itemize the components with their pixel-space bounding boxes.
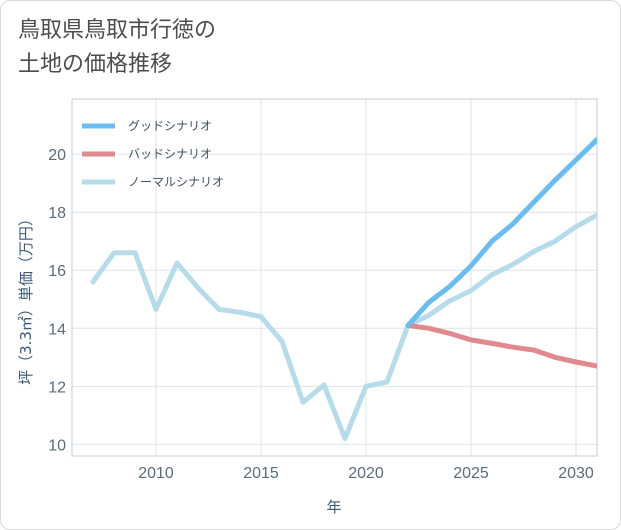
y-tick-label: 10 [48,437,66,454]
plot-frame [71,98,598,457]
series-line-1 [405,137,597,328]
x-tick-label: 2025 [453,465,489,482]
chart-title: 鳥取県鳥取市行徳の 土地の価格推移 [18,18,217,77]
y-tick-label: 18 [48,205,66,222]
x-axis-label: 年 [326,498,341,516]
tick-labels: 2010 2015 2020 2025 2030 10 12 14 16 18 20 [48,147,594,482]
y-tick-label: 14 [48,321,66,338]
series-line-3 [90,212,597,442]
x-tick-label: 2020 [348,465,384,482]
x-tick-label: 2030 [558,465,594,482]
x-tick-label: 2015 [243,465,279,482]
y-axis-label: 坪（3.3㎡）単価（万円） [17,211,35,385]
series-layer [90,137,597,442]
legend-label: ノーマルシナリオ [128,175,224,189]
x-tick-label: 2010 [138,465,174,482]
y-tick-label: 16 [48,263,66,280]
series-line-2 [405,322,597,369]
grid-lines [72,99,597,456]
legend-label: グッドシナリオ [128,119,212,133]
y-tick-label: 12 [48,379,66,396]
y-tick-label: 20 [48,147,66,164]
legend-label: バッドシナリオ [128,147,212,161]
